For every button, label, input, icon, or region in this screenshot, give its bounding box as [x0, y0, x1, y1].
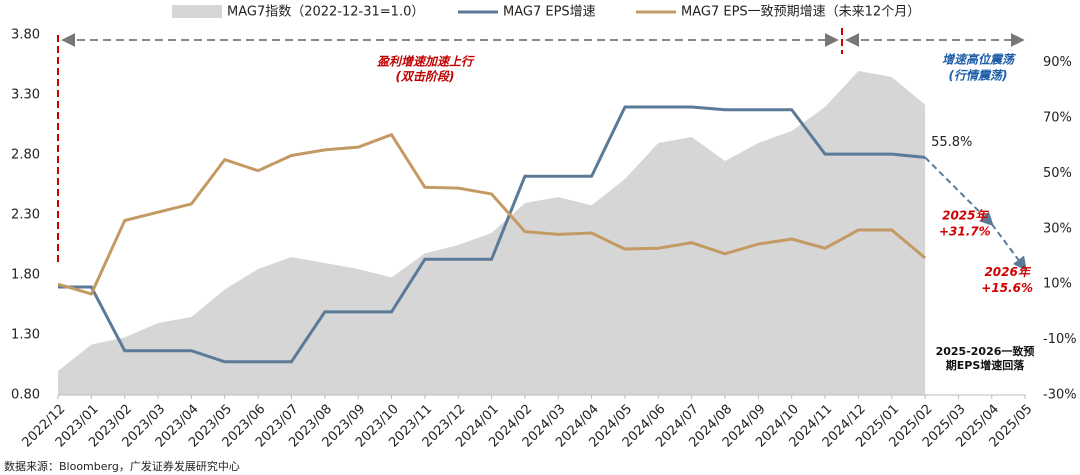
y2-tick-label: 50% — [1043, 166, 1072, 181]
plot-area — [57, 71, 927, 395]
projection-label: +31.7% — [939, 225, 991, 239]
y2-tick-label: 10% — [1043, 277, 1072, 292]
annotation: 期EPS增速回落 — [946, 358, 1025, 372]
y2-tick-label: -30% — [1043, 388, 1077, 403]
index-area — [58, 71, 926, 395]
y2-tick-label: 90% — [1043, 55, 1072, 70]
y2-tick-label: 70% — [1043, 111, 1072, 126]
annotation: 盈利增速加速上行 — [377, 55, 475, 69]
projection-year: 2026年 — [984, 265, 1031, 279]
legend-label: MAG7指数（2022-12-31=1.0） — [227, 5, 424, 20]
legend-swatch — [172, 5, 222, 18]
y2-tick-label: -10% — [1043, 332, 1077, 347]
annotation: (双击阶段) — [396, 70, 455, 84]
y2-tick-label: 30% — [1043, 221, 1072, 236]
legend-label: MAG7 EPS增速 — [503, 5, 596, 20]
value-label: 55.8% — [931, 135, 972, 150]
projection-year: 2025年 — [942, 209, 989, 223]
series-line — [58, 105, 926, 364]
projection-arrow — [924, 156, 994, 227]
annotation: 增速高位震荡 — [942, 53, 1016, 67]
annotation: 2025-2026一致预 — [936, 344, 1035, 358]
y-tick-label: 0.80 — [11, 388, 40, 403]
y-tick-label: 3.30 — [11, 88, 40, 103]
y-tick-label: 2.30 — [11, 208, 40, 223]
projection-label: +15.6% — [981, 281, 1033, 295]
y-tick-label: 1.30 — [11, 328, 40, 343]
y-tick-label: 1.80 — [11, 268, 40, 283]
projection-arrow — [990, 223, 1027, 271]
y-tick-label: 3.80 — [11, 28, 40, 43]
annotation: (行情震荡) — [949, 69, 1008, 83]
y-tick-label: 2.80 — [11, 148, 40, 163]
source: 数据来源：Bloomberg，广发证券发展研究中心 — [4, 459, 240, 473]
series-line — [57, 132, 927, 296]
legend-label: MAG7 EPS一致预期增速（未来12个月） — [681, 5, 920, 20]
